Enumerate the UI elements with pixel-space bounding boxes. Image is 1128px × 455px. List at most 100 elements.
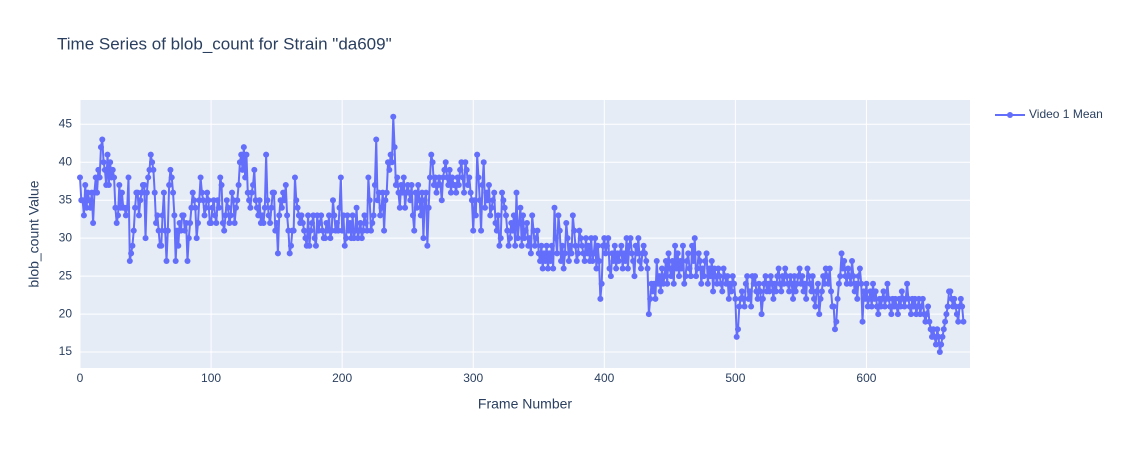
point: [423, 189, 430, 196]
point: [535, 250, 542, 257]
point: [400, 174, 407, 181]
point: [863, 280, 870, 287]
x-axis-title: Frame Number: [478, 396, 572, 412]
point: [605, 235, 612, 242]
point: [192, 204, 199, 211]
point: [466, 174, 473, 181]
point: [613, 265, 620, 272]
point: [670, 280, 677, 287]
point: [656, 273, 663, 280]
point: [696, 257, 703, 264]
point: [556, 227, 563, 234]
point: [100, 159, 107, 166]
point: [627, 235, 634, 242]
point: [851, 288, 858, 295]
point: [402, 204, 409, 211]
point: [804, 265, 811, 272]
point: [757, 288, 764, 295]
point: [908, 311, 915, 318]
point: [944, 303, 951, 310]
point: [189, 189, 196, 196]
y-axis-title: blob_count Value: [26, 180, 42, 287]
point: [396, 204, 403, 211]
point: [293, 197, 300, 204]
point: [454, 174, 461, 181]
point: [758, 311, 765, 318]
point: [480, 159, 487, 166]
point: [459, 174, 466, 181]
point: [561, 250, 568, 257]
point: [132, 204, 139, 211]
point: [111, 174, 118, 181]
point: [592, 235, 599, 242]
point: [748, 303, 755, 310]
point: [796, 265, 803, 272]
point: [371, 182, 378, 189]
point: [732, 295, 739, 302]
point: [870, 280, 877, 287]
point: [172, 257, 179, 264]
point: [585, 242, 592, 249]
point: [733, 333, 740, 340]
point: [729, 273, 736, 280]
point: [685, 250, 692, 257]
point: [193, 235, 200, 242]
point: [284, 212, 291, 219]
point: [202, 204, 209, 211]
point: [413, 204, 420, 211]
point: [576, 227, 583, 234]
point: [513, 189, 520, 196]
point: [676, 273, 683, 280]
point: [837, 273, 844, 280]
point: [884, 280, 891, 287]
point: [382, 197, 389, 204]
point: [143, 189, 150, 196]
x-tick-label: 0: [77, 371, 84, 385]
point: [154, 212, 161, 219]
point: [141, 182, 148, 189]
point: [437, 182, 444, 189]
x-tick-label: 500: [725, 371, 745, 385]
point: [502, 212, 509, 219]
point: [550, 265, 557, 272]
point: [309, 219, 316, 226]
point: [250, 182, 257, 189]
point: [90, 219, 97, 226]
point: [693, 273, 700, 280]
point: [235, 182, 242, 189]
point: [649, 288, 656, 295]
point: [286, 250, 293, 257]
point: [305, 212, 312, 219]
point: [850, 273, 857, 280]
legend-marker: [1007, 112, 1013, 118]
point: [219, 219, 226, 226]
point: [441, 166, 448, 173]
point: [833, 318, 840, 325]
point: [236, 159, 243, 166]
point: [341, 242, 348, 249]
point: [825, 280, 832, 287]
point: [521, 235, 528, 242]
point: [415, 182, 422, 189]
point: [867, 288, 874, 295]
point: [771, 280, 778, 287]
point: [386, 166, 393, 173]
point: [559, 242, 566, 249]
y-tick-label: 25: [59, 268, 73, 282]
point: [695, 250, 702, 257]
point: [641, 250, 648, 257]
point: [894, 311, 901, 318]
point: [495, 212, 502, 219]
point: [280, 189, 287, 196]
point: [526, 235, 533, 242]
legend: Video 1 Mean: [995, 107, 1103, 121]
point: [934, 326, 941, 333]
point: [742, 280, 749, 287]
point: [830, 303, 837, 310]
point: [333, 219, 340, 226]
point: [658, 265, 665, 272]
point: [365, 174, 372, 181]
point: [520, 212, 527, 219]
point: [167, 166, 174, 173]
